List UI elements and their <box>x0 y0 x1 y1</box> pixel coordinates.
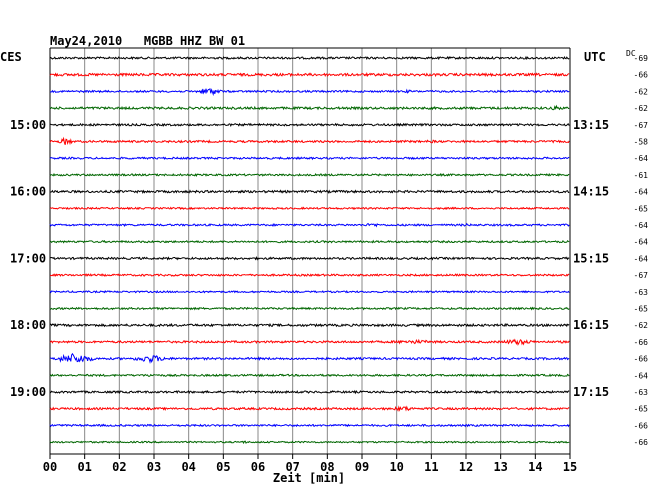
trace-row-18 <box>49 352 570 364</box>
trace-row-2 <box>49 88 570 97</box>
trace-row-12 <box>49 256 570 261</box>
x-tick-label-12: 12 <box>459 460 473 474</box>
right-time-label-12: 15:15 <box>573 251 609 265</box>
trace-row-19 <box>49 373 570 378</box>
x-tick-label-15: 15 <box>563 460 577 474</box>
dc-offset-labels: -69 -66 -62 -62 -67 -58 -64 -61 -64 -65 -64 -64 -64 -… <box>634 54 649 447</box>
trace-row-22 <box>49 423 570 428</box>
dc-value-row-4: -67 <box>634 121 649 130</box>
trace-row-3 <box>49 104 570 111</box>
right-time-label-16: 16:15 <box>573 318 609 332</box>
trace-row-17 <box>49 338 570 346</box>
x-axis: 00 01 02 03 04 05 06 07 08 09 10 11 12 13 14 15 <box>43 454 577 474</box>
right-time-labels: 13:15 14:15 15:15 16:15 17:15 <box>573 118 609 399</box>
left-time-labels: 15:00 16:00 17:00 18:00 19:00 <box>10 118 46 399</box>
left-time-label-16: 18:00 <box>10 318 46 332</box>
trace-row-4 <box>49 122 570 128</box>
x-tick-label-02: 02 <box>112 460 126 474</box>
trace-row-0 <box>49 55 570 61</box>
dc-value-row-11: -64 <box>634 238 649 247</box>
x-axis-label: Zeit [min] <box>273 471 345 485</box>
x-tick-label-08: 08 <box>320 460 334 474</box>
right-time-label-4: 13:15 <box>573 118 609 132</box>
trace-row-10 <box>49 222 570 228</box>
right-time-label-8: 14:15 <box>573 185 609 199</box>
dc-value-row-17: -66 <box>634 338 649 347</box>
dc-value-row-16: -62 <box>634 321 649 330</box>
dc-value-row-5: -58 <box>634 138 649 147</box>
dc-value-row-22: -66 <box>634 421 649 430</box>
time-grid <box>49 47 571 455</box>
trace-row-16 <box>49 322 570 328</box>
right-time-label-20: 17:15 <box>573 385 609 399</box>
x-tick-label-06: 06 <box>251 460 265 474</box>
trace-row-6 <box>49 156 570 161</box>
dc-header-label: DC <box>626 49 636 58</box>
x-tick-label-07: 07 <box>285 460 299 474</box>
dc-value-row-2: -62 <box>634 87 649 96</box>
dc-value-row-9: -65 <box>634 204 649 213</box>
trace-row-7 <box>49 172 570 177</box>
left-time-label-20: 19:00 <box>10 385 46 399</box>
left-time-label-4: 15:00 <box>10 118 46 132</box>
x-tick-label-04: 04 <box>181 460 195 474</box>
x-tick-label-10: 10 <box>389 460 403 474</box>
dc-value-row-23: -66 <box>634 438 649 447</box>
dc-value-row-7: -61 <box>634 171 649 180</box>
dc-value-row-13: -67 <box>634 271 649 280</box>
x-tick-label-01: 01 <box>77 460 91 474</box>
dc-value-row-8: -64 <box>634 188 649 197</box>
dc-value-row-19: -64 <box>634 371 649 380</box>
dc-value-row-15: -65 <box>634 305 649 314</box>
dc-value-row-10: -64 <box>634 221 649 230</box>
dc-value-row-1: -66 <box>634 71 649 80</box>
trace-row-9 <box>49 206 570 211</box>
dc-value-row-20: -63 <box>634 388 649 397</box>
dc-value-row-3: -62 <box>634 104 649 113</box>
x-tick-label-00: 00 <box>43 460 57 474</box>
trace-row-15 <box>49 306 570 311</box>
trace-row-13 <box>49 273 570 278</box>
dc-value-row-18: -66 <box>634 355 649 364</box>
x-tick-label-03: 03 <box>147 460 161 474</box>
trace-row-14 <box>49 289 570 294</box>
x-tick-label-05: 05 <box>216 460 230 474</box>
dc-value-row-21: -65 <box>634 405 649 414</box>
dc-value-row-0: -69 <box>634 54 649 63</box>
dc-value-row-14: -63 <box>634 288 649 297</box>
trace-row-23 <box>49 440 570 445</box>
trace-row-5 <box>49 136 570 146</box>
dc-value-row-12: -64 <box>634 254 649 263</box>
x-tick-label-14: 14 <box>528 460 542 474</box>
x-tick-label-09: 09 <box>355 460 369 474</box>
left-time-label-12: 17:00 <box>10 251 46 265</box>
x-tick-label-11: 11 <box>424 460 438 474</box>
x-tick-label-13: 13 <box>493 460 507 474</box>
trace-row-11 <box>49 239 570 244</box>
trace-row-8 <box>49 189 570 194</box>
seismic-traces <box>49 55 570 445</box>
trace-row-20 <box>49 389 570 395</box>
right-timezone-label: UTC <box>584 50 606 64</box>
trace-row-21 <box>49 405 570 412</box>
dc-value-row-6: -64 <box>634 154 649 163</box>
chart-title: May24,2010 MGBB HHZ BW 01 <box>50 34 245 48</box>
left-time-label-8: 16:00 <box>10 185 46 199</box>
left-timezone-label: CES <box>0 50 22 64</box>
trace-row-1 <box>49 72 570 78</box>
